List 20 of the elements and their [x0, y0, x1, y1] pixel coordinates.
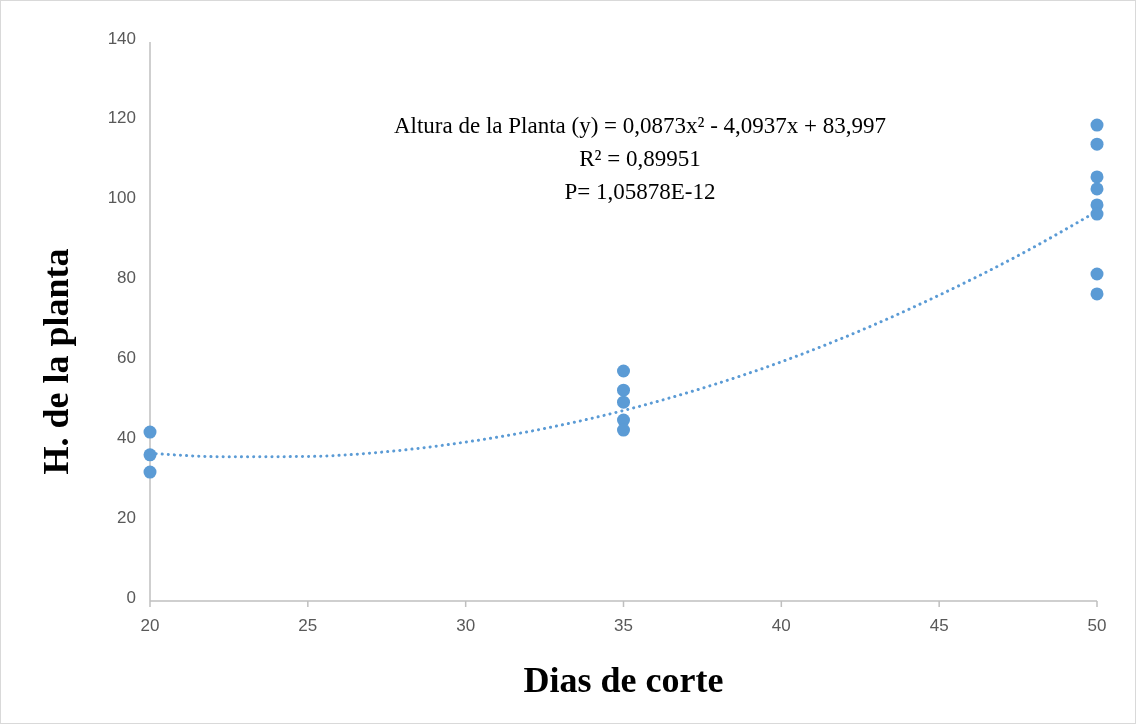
- y-tick-label: 120: [107, 108, 136, 128]
- y-tick-label: 80: [117, 268, 136, 288]
- x-tick-label: 35: [614, 616, 633, 635]
- annotation: Altura de la Planta (y) = 0,0873x² - 4,0937x + 83,997: [393, 113, 887, 138]
- x-tick-label: 20: [140, 616, 160, 635]
- y-tick-label: 60: [117, 347, 136, 367]
- x-tick-label: 25: [298, 616, 318, 635]
- y-axis-title: H. de la planta: [36, 248, 76, 475]
- x-tick-label: 30: [456, 616, 476, 635]
- y-tick-label: 140: [107, 28, 136, 48]
- y-tick-label: 0: [126, 587, 136, 607]
- annotation: P= 1,05878E-12: [564, 179, 716, 204]
- x-tick-label: 50: [1087, 616, 1107, 635]
- y-tick-label: 100: [107, 188, 136, 208]
- x-tick-label: 40: [771, 616, 791, 635]
- y-tick-label: 40: [117, 427, 136, 447]
- y-tick-label: 20: [117, 507, 136, 527]
- x-tick-label: 45: [929, 616, 949, 635]
- annotation: R² = 0,89951: [579, 146, 701, 171]
- x-axis-title: Dias de corte: [523, 660, 724, 700]
